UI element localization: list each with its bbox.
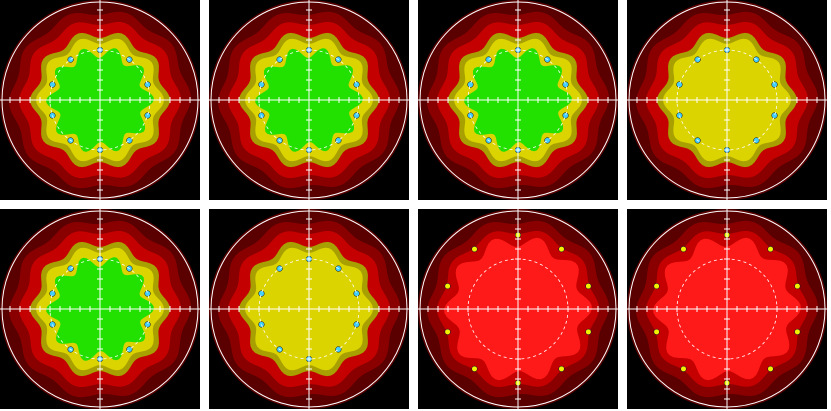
marker-dot [467,112,474,119]
marker-dot [676,112,683,119]
marker-dot [353,81,360,88]
marker-dot [49,290,56,297]
marker-dot [444,283,451,290]
marker-dot [562,81,569,88]
marker-dot [353,321,360,328]
field-plot [627,209,827,409]
panel-top-1 [0,0,200,200]
marker-dot [471,365,478,372]
marker-dot [585,328,592,335]
marker-dot [467,81,474,88]
field-plot [0,209,200,409]
field-plot [418,209,618,409]
marker-dot [144,290,151,297]
panel-top-4 [627,0,827,200]
marker-dot [794,283,801,290]
marker-dot [276,265,283,272]
marker-dot [771,112,778,119]
field-plot [209,0,409,200]
marker-dot [562,112,569,119]
marker-dot [49,321,56,328]
panel-bottom-4 [627,209,827,409]
marker-dot [144,321,151,328]
marker-dot [676,81,683,88]
field-plot [627,0,827,200]
marker-dot [680,246,687,253]
marker-dot [353,112,360,119]
marker-dot [276,56,283,63]
field-plot [209,209,409,409]
marker-dot [767,365,774,372]
marker-dot [558,246,565,253]
marker-dot [767,246,774,253]
panel-top-2 [209,0,409,200]
field-plot [0,0,200,200]
field-plot [418,0,618,200]
marker-dot [471,246,478,253]
panel-bottom-2 [209,209,409,409]
marker-dot [144,112,151,119]
marker-dot [258,81,265,88]
panel-bottom-3 [418,209,618,409]
marker-dot [258,112,265,119]
marker-dot [258,321,265,328]
marker-dot [771,81,778,88]
marker-dot [694,56,701,63]
marker-dot [680,365,687,372]
marker-dot [558,365,565,372]
marker-dot [49,112,56,119]
marker-dot [67,265,74,272]
marker-dot [585,283,592,290]
marker-dot [144,81,151,88]
marker-dot [258,290,265,297]
marker-dot [653,283,660,290]
marker-dot [49,81,56,88]
panel-top-3 [418,0,618,200]
marker-dot [794,328,801,335]
marker-dot [485,56,492,63]
marker-dot [444,328,451,335]
panel-bottom-1 [0,209,200,409]
marker-dot [353,290,360,297]
marker-dot [67,56,74,63]
marker-dot [653,328,660,335]
